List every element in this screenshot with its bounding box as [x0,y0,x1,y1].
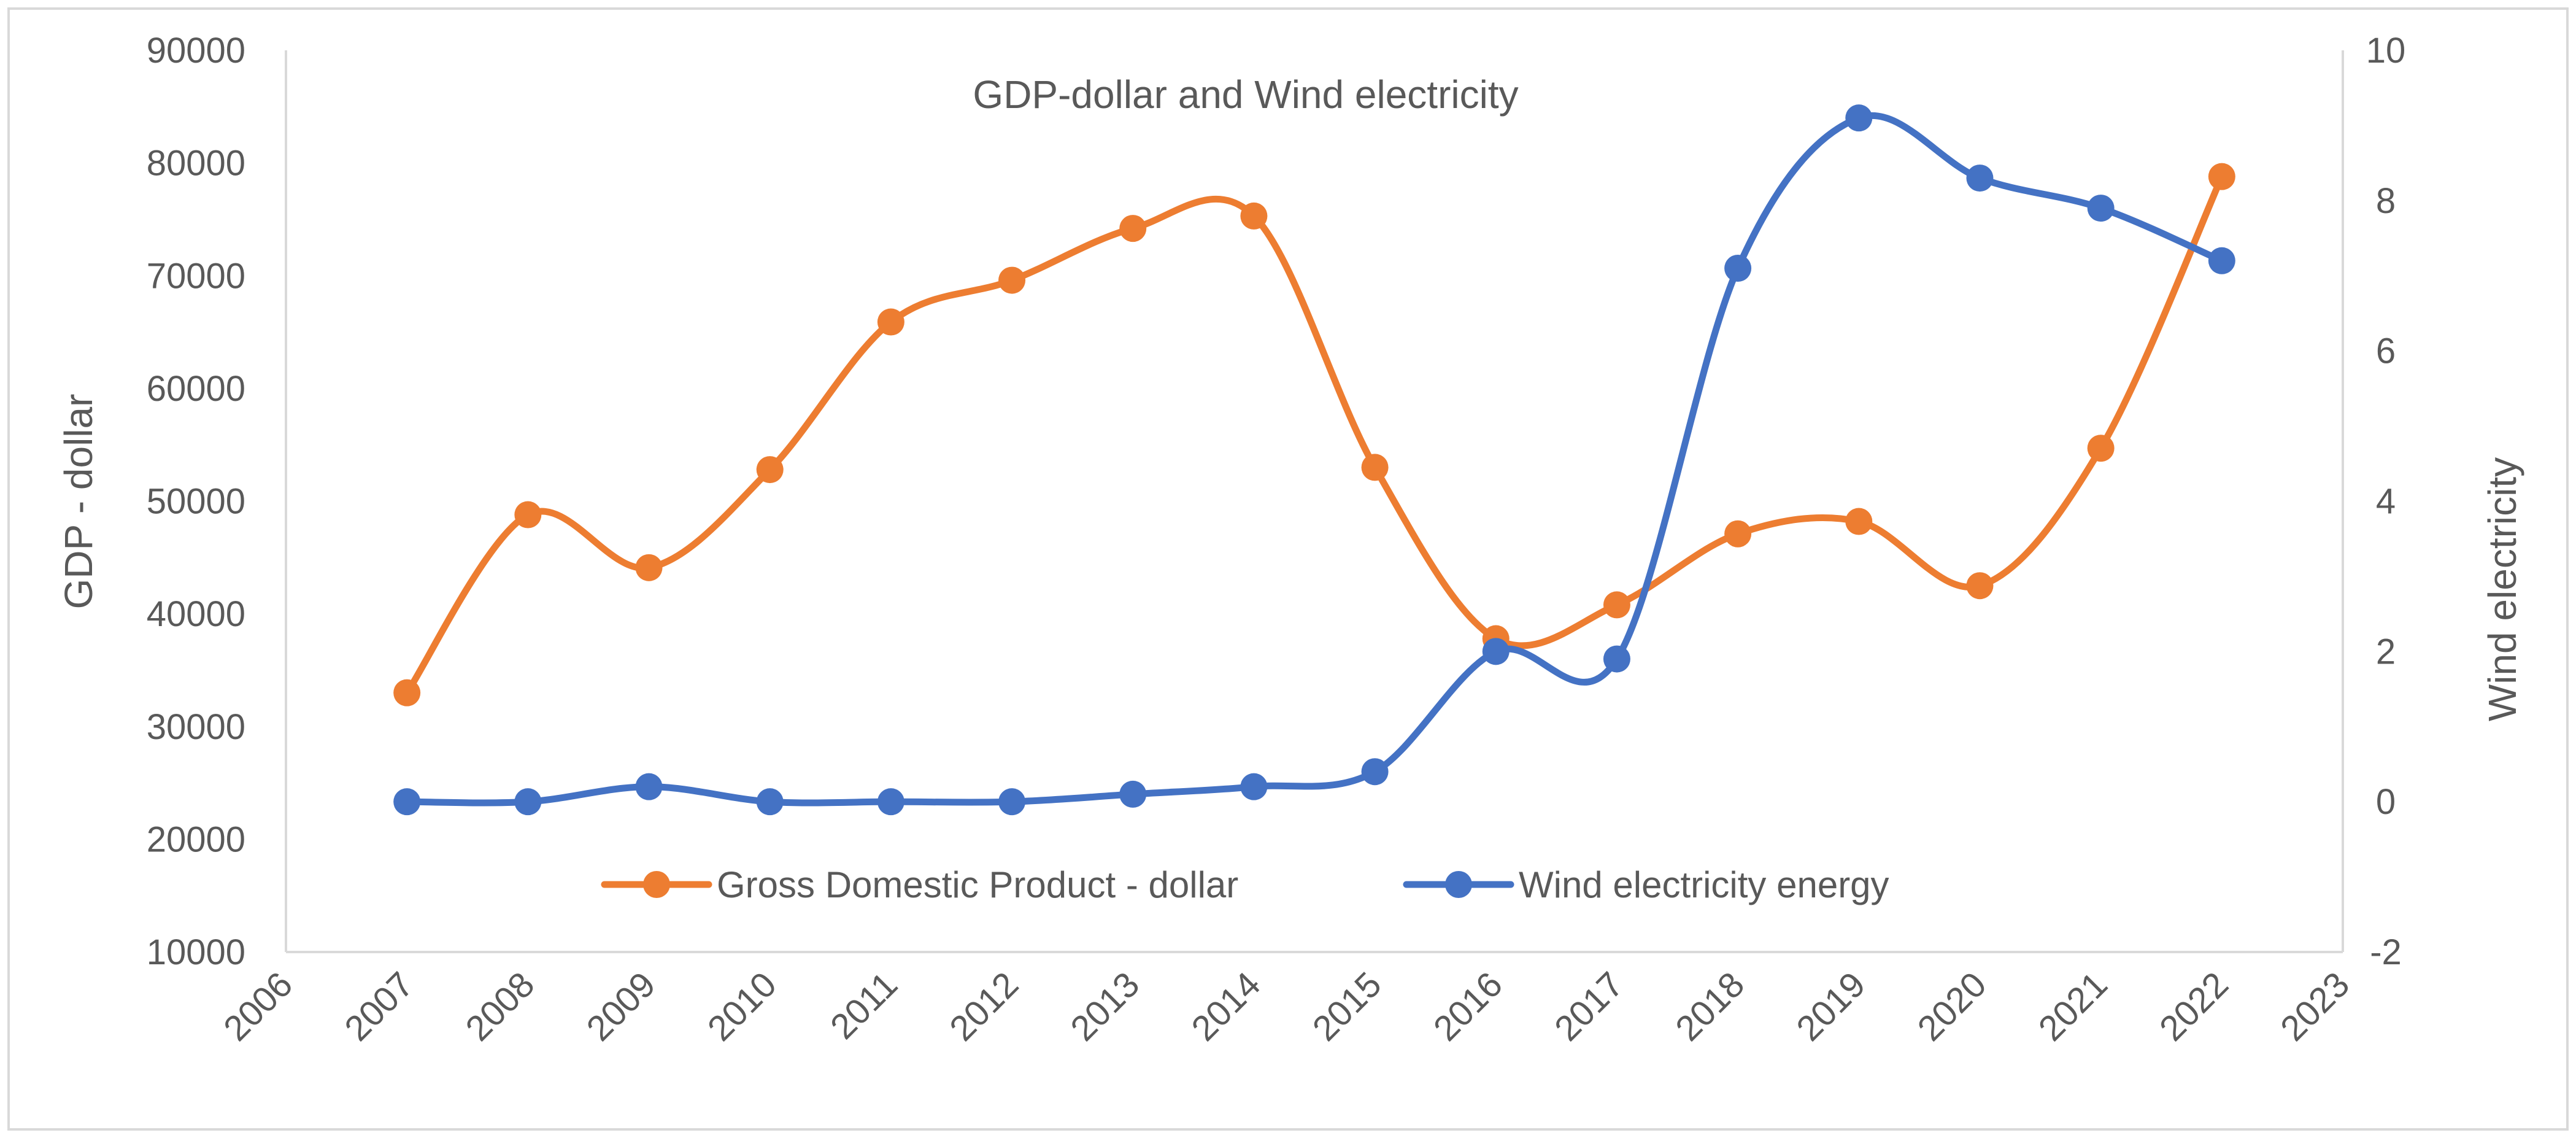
y-tick-label: 20000 [147,819,245,859]
data-point-wind [877,788,904,816]
data-point-gdp [2208,163,2235,190]
y2-tick-label: 0 [2376,782,2396,822]
y2-tick-labels: -2 0 2 4 6 8 10 [2366,31,2406,972]
y-tick-label: 90000 [147,31,245,71]
data-point-gdp [1240,202,1268,230]
data-point-wind [1724,255,1752,282]
axes [285,50,2344,953]
data-point-gdp [756,456,784,484]
legend-entry-gdp: Gross Domestic Product - dollar [601,864,1238,905]
legend: Gross Domestic Product - dollar Wind ele… [601,864,1889,905]
y-tick-label: 60000 [147,369,245,409]
data-point-wind [514,788,542,816]
legend-swatch-gdp-marker [643,871,670,898]
data-point-gdp [1845,508,1873,535]
data-point-gdp [1603,591,1630,619]
data-point-gdp [514,501,542,528]
data-point-wind [1845,104,1873,132]
data-point-wind [393,788,421,816]
data-point-gdp [635,554,663,581]
legend-entry-wind: Wind electricity energy [1403,864,1889,905]
data-point-gdp [877,308,904,336]
y-axis-title: GDP - dollar [56,394,101,610]
y2-tick-label: 2 [2376,632,2396,672]
chart-title: GDP-dollar and Wind electricity [973,72,1518,117]
series-layer [393,104,2235,816]
series-wind [393,104,2235,816]
y-tick-labels: 10000 20000 30000 40000 50000 60000 70000 80000… [147,31,245,972]
data-point-gdp [1966,572,1994,600]
data-point-gdp [393,679,421,706]
y-tick-label: 10000 [147,932,245,972]
data-point-wind [1361,758,1389,786]
data-point-wind [998,788,1026,816]
y2-tick-label: -2 [2370,932,2402,972]
y-tick-label: 80000 [147,144,245,184]
data-point-wind [635,773,663,800]
y2-tick-label: 4 [2376,482,2396,522]
series-line-gdp [403,173,2226,697]
data-point-gdp [1724,520,1752,548]
data-point-gdp [1119,215,1147,242]
y2-tick-label: 10 [2366,31,2406,71]
data-point-wind [1240,773,1268,800]
series-line-wind [403,112,2226,807]
data-point-wind [1603,645,1630,673]
data-point-wind [1119,780,1147,808]
data-point-gdp [1361,454,1389,481]
data-point-gdp [998,266,1026,294]
data-point-wind [2208,247,2235,274]
y2-tick-label: 6 [2376,331,2396,371]
data-point-wind [1482,638,1510,665]
legend-label-gdp: Gross Domestic Product - dollar [717,864,1238,905]
data-point-wind [756,788,784,816]
chart-frame [7,7,2569,1131]
legend-swatch-wind-marker [1445,871,1472,898]
data-point-wind [2087,195,2115,222]
legend-label-wind: Wind electricity energy [1519,864,1889,905]
y2-axis-title: Wind electricity [2480,457,2524,721]
y-tick-label: 40000 [147,594,245,634]
series-gdp [393,163,2235,706]
y-tick-label: 50000 [147,482,245,522]
y-tick-label: 70000 [147,256,245,296]
y-tick-label: 30000 [147,707,245,747]
data-point-gdp [2087,435,2115,462]
data-point-wind [1966,165,1994,192]
y2-tick-label: 8 [2376,181,2396,221]
